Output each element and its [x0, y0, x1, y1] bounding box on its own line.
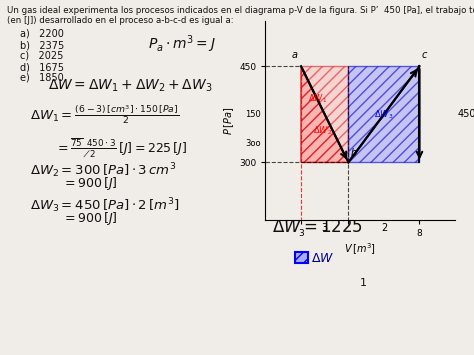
Text: a: a	[292, 50, 298, 60]
FancyBboxPatch shape	[295, 252, 308, 263]
Text: $\Delta W_2 = 300\,[Pa]\cdot 3\,cm^3$: $\Delta W_2 = 300\,[Pa]\cdot 3\,cm^3$	[30, 161, 176, 180]
Text: $\Delta W_2$: $\Delta W_2$	[313, 125, 332, 137]
Text: b)   2375: b) 2375	[20, 40, 64, 50]
Text: $P_a \cdot m^3 = J$: $P_a \cdot m^3 = J$	[148, 33, 216, 55]
Text: 3oo: 3oo	[245, 139, 261, 148]
Text: 1: 1	[360, 278, 367, 288]
Polygon shape	[301, 66, 348, 162]
Polygon shape	[348, 66, 419, 162]
Text: b: b	[351, 148, 357, 158]
Text: Un gas ideal experimenta los procesos indicados en el diagrama p-V de la figura.: Un gas ideal experimenta los procesos in…	[7, 6, 474, 15]
Text: (en [J]) desarrollado en el proceso a-b-c-d es igual a:: (en [J]) desarrollado en el proceso a-b-…	[7, 16, 234, 25]
Text: $\Delta W_1 = \frac{(6-3)\,[cm^3]\cdot 150\,[Pa]}{2}$: $\Delta W_1 = \frac{(6-3)\,[cm^3]\cdot 1…	[30, 103, 179, 126]
Text: $\Delta W_1$: $\Delta W_1$	[308, 92, 327, 105]
Text: 3: 3	[322, 223, 328, 233]
Text: $= \frac{\overline{75}\;\;450 \cdot 3}{\not{2}}\,[J] = 225\,[J]$: $= \frac{\overline{75}\;\;450 \cdot 3}{\…	[55, 137, 187, 160]
Text: 2: 2	[381, 223, 387, 233]
Text: $= 900\,[J]$: $= 900\,[J]$	[62, 210, 118, 227]
Text: c: c	[422, 50, 427, 60]
Text: $\Delta W= \Delta W_1 +\Delta W_2 + \Delta W_3$: $\Delta W= \Delta W_1 +\Delta W_2 + \Del…	[48, 78, 212, 94]
Text: $\Delta W_3 = 450\,[Pa]\cdot 2\,[m^3]$: $\Delta W_3 = 450\,[Pa]\cdot 2\,[m^3]$	[30, 196, 180, 215]
Text: a)   2200: a) 2200	[20, 29, 64, 39]
Text: $\Delta W$: $\Delta W$	[311, 252, 334, 265]
Y-axis label: $P\,[Pa]$: $P\,[Pa]$	[223, 106, 237, 135]
Text: 150: 150	[245, 110, 261, 119]
Text: e)   1850: e) 1850	[20, 73, 64, 83]
Text: c)   2025: c) 2025	[20, 51, 64, 61]
Polygon shape	[301, 66, 348, 162]
Text: 450: 450	[457, 109, 474, 119]
Text: $\Delta W = 1225$: $\Delta W = 1225$	[272, 218, 363, 236]
Text: $= 900\,[J]$: $= 900\,[J]$	[62, 175, 118, 192]
Text: $\Delta W_3$: $\Delta W_3$	[374, 109, 393, 121]
Text: d)   1675: d) 1675	[20, 62, 64, 72]
X-axis label: $V\,[m^3]$: $V\,[m^3]$	[345, 241, 376, 257]
